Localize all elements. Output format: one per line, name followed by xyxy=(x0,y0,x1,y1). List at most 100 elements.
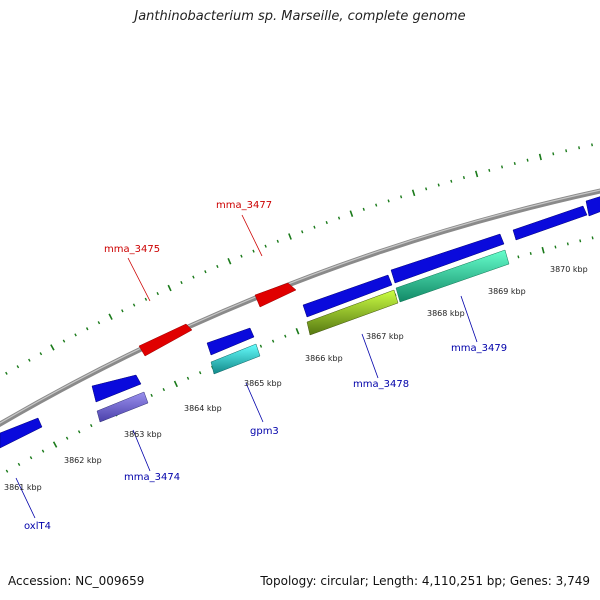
scale-label-3861: 3861 kbp xyxy=(4,483,42,492)
outer-tick-mark xyxy=(387,199,390,203)
inner-tick-mark xyxy=(554,245,557,249)
outer-tick-mark xyxy=(513,161,516,166)
scale-label-3867: 3867 kbp xyxy=(366,332,404,341)
gene-blue-3[interactable] xyxy=(302,274,393,318)
outer-tick-mark xyxy=(97,321,101,325)
scale-label-3863: 3863 kbp xyxy=(124,430,162,439)
outer-tick-mark xyxy=(167,284,172,292)
outer-tick-mark xyxy=(437,183,440,187)
outer-tick-mark xyxy=(375,203,378,207)
outer-tick-ring xyxy=(5,143,594,375)
inner-tick-mark xyxy=(29,456,33,460)
gene-label-mma-3479[interactable]: mma_3479 xyxy=(451,343,507,354)
gene-gpm3[interactable] xyxy=(210,343,261,375)
inner-tick-mark xyxy=(41,449,45,453)
scale-label-3869: 3869 kbp xyxy=(488,287,526,296)
gene-mma-3477[interactable] xyxy=(254,282,297,308)
outer-tick-mark xyxy=(578,146,581,150)
gene-blue-4[interactable] xyxy=(390,233,505,284)
inner-tick-mark xyxy=(566,242,569,246)
gene-label-gpm3[interactable]: gpm3 xyxy=(250,426,279,437)
gene-mma-3474[interactable] xyxy=(96,391,149,423)
outer-tick-mark xyxy=(16,365,20,369)
gene-blue-6[interactable] xyxy=(585,196,600,217)
outer-tick-mark xyxy=(349,210,354,217)
gene-blue-1[interactable] xyxy=(91,374,142,403)
gene-label-mma-3474[interactable]: mma_3474 xyxy=(124,472,180,483)
outer-tick-mark xyxy=(227,258,232,265)
outer-tick-mark xyxy=(85,327,89,331)
topology-text: Topology: circular; Length: 4,110,251 bp… xyxy=(260,574,590,588)
gene-label-mma-3478[interactable]: mma_3478 xyxy=(353,379,409,390)
outer-tick-mark xyxy=(276,239,279,243)
outer-tick-mark xyxy=(240,254,243,258)
leader-mma-3478 xyxy=(361,333,379,379)
outer-tick-mark xyxy=(62,339,66,343)
inner-tick-mark xyxy=(5,469,9,473)
outer-tick-mark xyxy=(39,352,43,356)
outer-tick-mark xyxy=(132,303,136,307)
gene-mma-3478[interactable] xyxy=(306,289,399,336)
inner-tick-mark xyxy=(271,339,275,343)
leader-mma-3474 xyxy=(132,429,151,472)
outer-tick-mark xyxy=(313,225,316,229)
inner-tick-mark xyxy=(198,371,202,375)
outer-tick-mark xyxy=(488,168,491,172)
outer-tick-mark xyxy=(50,344,55,351)
gene-label-mma-3477[interactable]: mma_3477 xyxy=(216,200,272,211)
outer-tick-mark xyxy=(526,158,529,162)
genome-backbone xyxy=(0,188,600,427)
outer-tick-mark xyxy=(325,221,328,225)
outer-tick-mark xyxy=(462,176,465,180)
leader-mma-3475 xyxy=(127,257,151,302)
outer-tick-mark xyxy=(121,309,124,313)
outer-tick-mark xyxy=(474,170,479,178)
inner-tick-mark xyxy=(17,462,21,466)
outer-tick-mark xyxy=(108,313,113,320)
outer-tick-mark xyxy=(180,280,183,285)
inner-tick-mark xyxy=(579,239,582,243)
outer-tick-mark xyxy=(144,297,148,301)
scale-label-3866: 3866 kbp xyxy=(305,354,343,363)
inner-tick-mark xyxy=(529,251,532,256)
outer-tick-mark xyxy=(192,275,195,279)
outer-tick-mark xyxy=(288,233,292,240)
inner-tick-mark xyxy=(162,388,166,392)
gene-blue-5[interactable] xyxy=(512,205,588,241)
map-title: Janthinobacterium sp. Marseille, complet… xyxy=(134,9,466,24)
gene-blue-2[interactable] xyxy=(206,327,255,356)
outer-tick-mark xyxy=(411,189,416,197)
outer-tick-mark xyxy=(156,292,159,296)
outer-tick-mark xyxy=(591,143,594,147)
leader-oxlt4 xyxy=(15,477,36,519)
outer-tick-mark xyxy=(264,244,267,248)
outer-tick-mark xyxy=(252,249,255,253)
outer-tick-mark xyxy=(450,179,453,183)
inner-tick-mark xyxy=(517,255,520,259)
inner-tick-mark xyxy=(541,246,545,254)
outer-tick-mark xyxy=(538,153,542,161)
inner-tick-mark xyxy=(186,376,190,380)
inner-tick-mark xyxy=(259,344,263,348)
outer-tick-mark xyxy=(425,187,428,191)
inner-tick-mark xyxy=(89,423,93,428)
outer-tick-mark xyxy=(362,207,365,211)
leader-mma-3477 xyxy=(241,214,263,257)
outer-tick-mark xyxy=(552,152,555,156)
inner-tick-mark xyxy=(52,441,58,448)
scale-label-3862: 3862 kbp xyxy=(64,456,102,465)
accession-text: Accession: NC_009659 xyxy=(8,574,145,588)
inner-tick-mark xyxy=(591,236,594,240)
gene-label-mma-3475[interactable]: mma_3475 xyxy=(104,244,160,255)
inner-tick-mark xyxy=(284,334,287,338)
outer-tick-mark xyxy=(28,358,31,362)
gene-oxlt4[interactable] xyxy=(0,417,43,449)
outer-tick-mark xyxy=(74,333,77,337)
gene-mma-3479[interactable] xyxy=(395,249,510,303)
inner-tick-ring xyxy=(5,236,594,473)
gene-mma-3475[interactable] xyxy=(138,323,193,357)
outer-tick-mark xyxy=(565,149,568,153)
gene-label-oxlt4[interactable]: oxlT4 xyxy=(24,521,51,532)
genome-backbone-highlight xyxy=(0,189,600,424)
